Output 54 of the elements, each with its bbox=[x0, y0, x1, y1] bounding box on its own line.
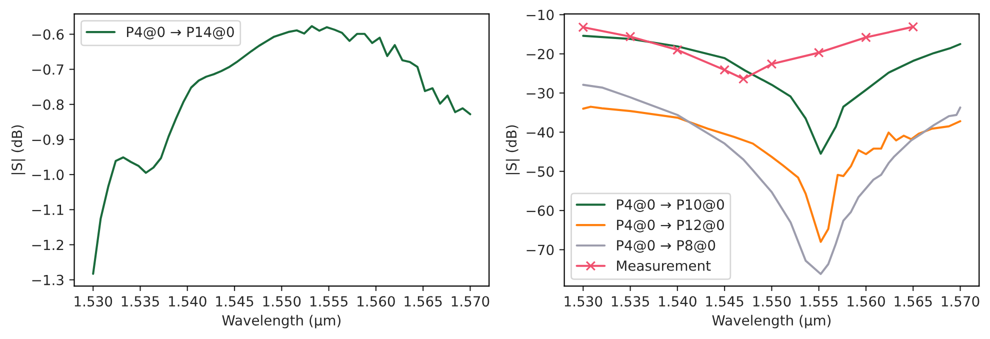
y-axis-title: |S| (dB) bbox=[11, 125, 26, 174]
y-tick-label: −0.7 bbox=[32, 64, 64, 75]
y-tick-label: −10 bbox=[526, 10, 554, 20]
x-tick-label: 1.560 bbox=[358, 296, 395, 307]
x-tick-label: 1.545 bbox=[216, 296, 254, 307]
x-tick-label: 1.565 bbox=[404, 296, 442, 307]
legend-label: P4@0 → P8@0 bbox=[617, 240, 716, 253]
x-tick-label: 1.570 bbox=[452, 296, 490, 307]
y-tick-label: −0.6 bbox=[32, 29, 64, 40]
x-tick-label: 1.535 bbox=[122, 296, 159, 307]
x-tick-label: 1.565 bbox=[894, 296, 932, 307]
legend-label: P4@0 → P14@0 bbox=[127, 26, 234, 40]
point bbox=[672, 44, 682, 55]
y-tick-label: −0.8 bbox=[32, 99, 64, 110]
x-tick-label: 1.535 bbox=[612, 296, 649, 307]
x-tick-label: 1.555 bbox=[800, 296, 838, 307]
point bbox=[578, 22, 588, 32]
x-tick-label: 1.550 bbox=[753, 296, 791, 307]
y-tick-label: −1.1 bbox=[32, 204, 64, 215]
line-series bbox=[582, 84, 962, 276]
point bbox=[908, 22, 918, 32]
point bbox=[738, 74, 748, 84]
y-axis-title: |S| (dB) bbox=[506, 125, 520, 174]
x-axis-title: Wavelength (µm) bbox=[712, 314, 831, 328]
x-tick-label: 1.540 bbox=[169, 296, 206, 307]
y-tick-label: −20 bbox=[526, 48, 554, 60]
y-tick-label: −1.0 bbox=[32, 170, 64, 180]
x-tick-label: 1.550 bbox=[263, 296, 301, 307]
y-tick-label: −0.9 bbox=[32, 134, 64, 145]
x-tick-label: 1.570 bbox=[942, 296, 980, 307]
y-tick-label: −60 bbox=[526, 205, 554, 216]
y-tick-label: −1.2 bbox=[32, 240, 64, 250]
legend-label: P4@0 → P10@0 bbox=[617, 199, 724, 212]
point bbox=[814, 48, 824, 58]
point bbox=[625, 32, 636, 42]
y-tick-label: −1.3 bbox=[32, 274, 64, 286]
x-tick-label: 1.530 bbox=[564, 296, 602, 307]
x-tick-label: 1.540 bbox=[659, 296, 696, 307]
point bbox=[860, 32, 871, 42]
point bbox=[720, 64, 730, 75]
x-axis-title: Wavelength (µm) bbox=[222, 314, 340, 328]
y-tick-label: −50 bbox=[526, 166, 554, 177]
line-series bbox=[582, 34, 962, 155]
line-series bbox=[92, 25, 472, 275]
x-tick-label: 1.545 bbox=[706, 296, 744, 307]
y-tick-label: −30 bbox=[526, 88, 554, 98]
x-tick-label: 1.560 bbox=[848, 296, 885, 307]
legend-label: Measurement bbox=[617, 260, 711, 271]
x-tick-label: 1.530 bbox=[74, 296, 112, 307]
point bbox=[766, 59, 777, 70]
y-tick-label: −40 bbox=[526, 127, 554, 138]
x-tick-label: 1.555 bbox=[310, 296, 348, 307]
legend-label: P4@0 → P12@0 bbox=[617, 220, 724, 232]
y-tick-label: −70 bbox=[526, 244, 554, 256]
